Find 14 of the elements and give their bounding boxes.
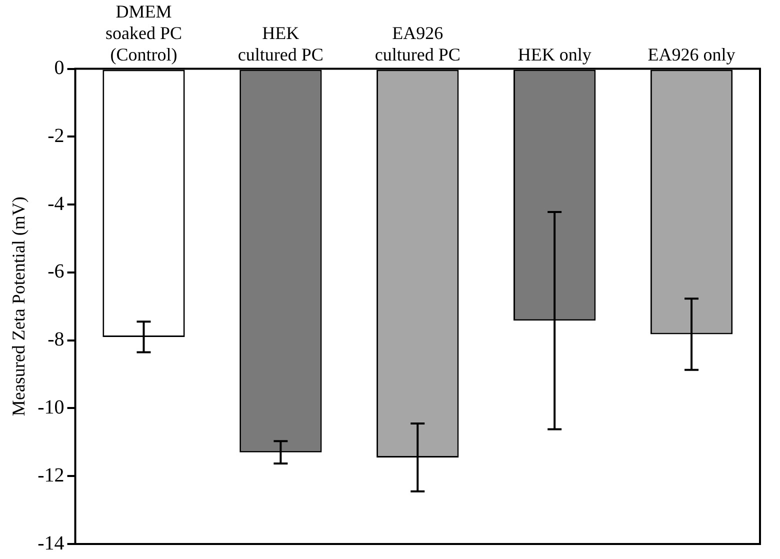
y-tick-label: -10 bbox=[38, 396, 64, 418]
y-tick-label: -4 bbox=[48, 192, 64, 215]
y-tick-label: 0 bbox=[54, 57, 64, 80]
x-tick-label: HEK cultured PC bbox=[238, 23, 324, 65]
y-tick-label: -8 bbox=[48, 328, 64, 351]
x-tick-label: EA926 cultured PC bbox=[374, 23, 460, 65]
x-tick-label: DMEM soaked PC (Control) bbox=[105, 2, 182, 65]
x-tick-label: HEK only bbox=[518, 44, 592, 65]
y-tick-label: -14 bbox=[38, 532, 64, 554]
x-tick-label: EA926 only bbox=[648, 44, 736, 65]
y-axis-title: Measured Zeta Potential (mV) bbox=[8, 196, 29, 416]
y-tick-label: -6 bbox=[48, 260, 64, 283]
y-tick-label: -12 bbox=[38, 464, 64, 486]
y-tick-label: -2 bbox=[48, 124, 64, 147]
